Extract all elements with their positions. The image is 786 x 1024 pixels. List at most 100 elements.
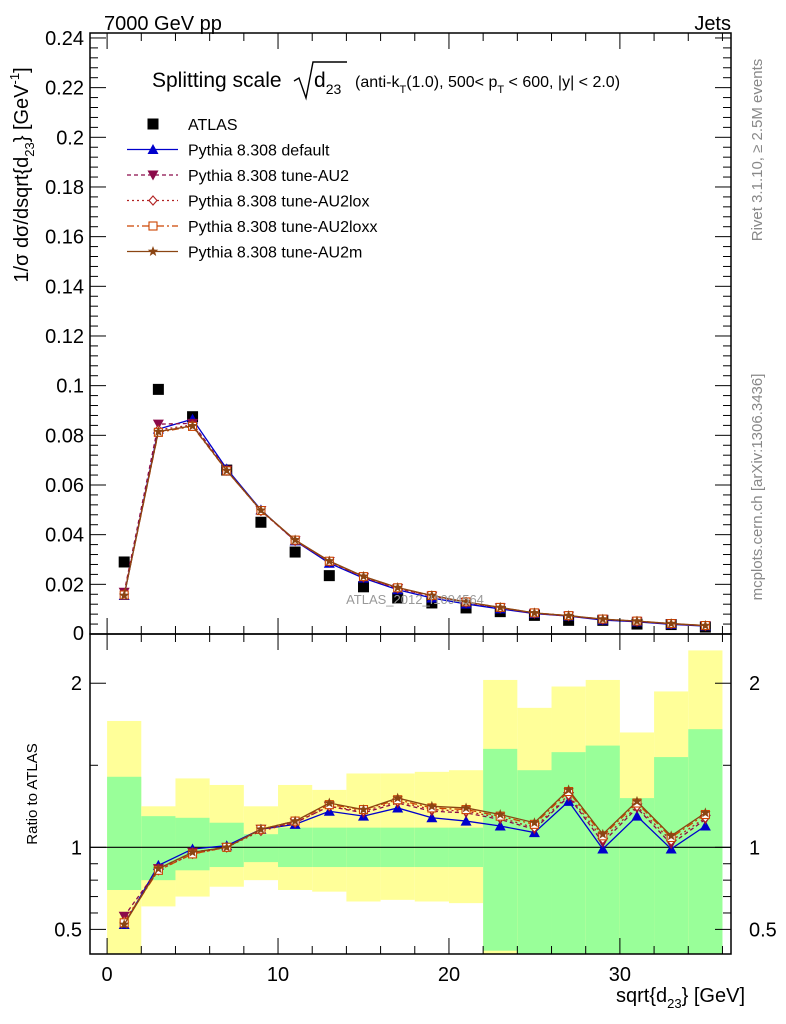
x-tick-label: 10	[267, 964, 289, 986]
legend-marker-default	[147, 144, 159, 154]
ratio-line-default	[123, 800, 706, 925]
ratio-point-AU2m	[700, 807, 711, 818]
ratio-point-AU2m	[597, 828, 609, 839]
x-tick-label: 0	[102, 964, 113, 986]
ratio-point-AU2m	[255, 823, 267, 834]
atlas-data-point	[392, 592, 404, 604]
analysis-watermark: ATLAS_2012_I1094564	[346, 592, 484, 607]
series-point-AU2m	[563, 610, 574, 621]
main-y-axis-label: 1/σ dσ/dsqrt{d23} [GeV-1]	[7, 67, 37, 282]
title-conditions: (anti-kT(1.0), 500< pT < 600, |y| < 2.0)	[355, 74, 620, 96]
ratio-point-default	[426, 812, 438, 823]
main-y-zero-label: 0	[73, 623, 84, 645]
ratio-point-AU2m	[358, 804, 369, 815]
legend-label-ATLAS: ATLAS	[188, 117, 238, 134]
ratio-y-tick-label: 0.5	[54, 919, 82, 941]
series-point-AU2m	[665, 618, 677, 629]
ratio-band-inner	[483, 748, 518, 951]
ratio-point-AU2m	[221, 841, 232, 852]
ratio-point-AU2m	[563, 784, 574, 795]
series-point-AU2m	[289, 534, 301, 545]
ratio-line-AU2lox	[123, 793, 706, 922]
legend-marker-ATLAS	[147, 118, 159, 130]
atlas-data-point	[323, 570, 335, 582]
mcplots-label: mcplots.cern.ch [arXiv:1306.3436]	[749, 374, 766, 601]
ratio-point-AU2m	[460, 802, 472, 813]
main-y-tick-label: 0.2	[56, 127, 84, 149]
ratio-point-AU2m	[289, 815, 301, 826]
ratio-line-AU2loxx	[123, 790, 706, 924]
ratio-line-AU2	[123, 795, 706, 917]
legend-label-AU2loxx: Pythia 8.308 tune-AU2loxx	[188, 219, 377, 236]
ratio-y-tick-label: 2	[71, 673, 82, 695]
ratio-point-AU2m	[631, 795, 643, 806]
series-point-AU2m	[426, 590, 438, 600]
ratio-point-AU2m	[153, 863, 164, 874]
legend-label-AU2m: Pythia 8.308 tune-AU2m	[188, 245, 362, 262]
series-point-AU2m	[358, 570, 369, 581]
series-point-AU2m	[700, 620, 711, 631]
series-point-AU2m	[255, 504, 267, 515]
ratio-y-tick-label-right: 1	[749, 837, 760, 859]
ratio-point-default	[597, 843, 609, 854]
ratio-point-AU2m	[426, 800, 438, 811]
series-point-AU2m	[153, 426, 164, 437]
rivet-version-label: Rivet 3.1.10, ≥ 2.5M events	[749, 59, 766, 242]
main-y-tick-label: 0.02	[45, 574, 84, 596]
main-y-tick-label: 0.16	[45, 227, 84, 249]
ratio-y-tick-label: 1	[71, 837, 82, 859]
ratio-band-inner	[243, 834, 279, 863]
main-y-tick-label: 0.22	[45, 78, 84, 100]
series-line-AU2m	[123, 425, 706, 627]
ratio-y-tick-label-right: 0.5	[749, 919, 777, 941]
ratio-point-AU2m	[324, 797, 335, 808]
axes-group: 0.02 0.04 0.06 0.08 0.1 0.12 0.14 0.16 0.18 0.2 0.…	[45, 28, 777, 986]
x-tick-label: 20	[438, 964, 460, 986]
ratio-band-inner	[107, 776, 142, 890]
legend-marker-AU2	[147, 170, 159, 181]
atlas-data-point	[289, 546, 301, 558]
ratio-point-default	[460, 815, 472, 826]
header-category-label: Jets	[694, 13, 731, 35]
ratio-y-tick-label-right: 2	[749, 673, 760, 695]
ratio-point-AU2m	[187, 846, 198, 857]
series-point-AU2m	[597, 613, 609, 624]
series-point-AU2m	[631, 615, 643, 626]
ratio-band-inner	[517, 770, 552, 954]
ratio-band-inner	[619, 798, 655, 954]
series-point-AU2m	[460, 596, 472, 607]
ratio-point-default	[494, 820, 506, 831]
x-axis-label: sqrt{d23} [GeV]	[616, 985, 745, 1011]
x-tick-label: 30	[609, 964, 631, 986]
ratio-point-AU2m	[495, 809, 506, 819]
series-point-AU2m	[118, 590, 130, 600]
ratio-series-group	[118, 784, 711, 929]
ratio-point-AU2m	[665, 830, 677, 841]
main-y-tick-label: 0.18	[45, 177, 84, 199]
ratio-point-default	[699, 820, 711, 831]
legend-marker-AU2loxx	[148, 221, 158, 231]
atlas-data-point	[118, 556, 130, 568]
ratio-point-AU2m	[392, 792, 403, 803]
ratio-band-area	[107, 650, 723, 954]
header-collision-label: 7000 GeV pp	[104, 13, 222, 35]
main-y-tick-label: 0.12	[45, 326, 84, 348]
ratio-y-axis-label: Ratio to ATLAS	[24, 743, 41, 844]
atlas-data-point	[152, 383, 164, 395]
main-y-tick-label: 0.1	[56, 376, 84, 398]
main-y-tick-label: 0.24	[45, 28, 84, 50]
ratio-band-inner	[688, 729, 723, 954]
title-main: Splitting scale	[152, 69, 282, 92]
ratio-band-inner	[654, 757, 689, 954]
legend-label-default: Pythia 8.308 default	[188, 143, 330, 160]
ratio-point-AU2m	[529, 817, 540, 828]
atlas-data-point	[255, 516, 267, 528]
series-line-default	[123, 418, 706, 627]
atlas-data-point	[357, 581, 369, 593]
legend-marker-AU2lox	[148, 195, 158, 206]
ratio-plot-frame	[89, 633, 732, 955]
ratio-line-AU2m	[123, 788, 706, 925]
title-sqrt-sign	[293, 61, 347, 101]
main-y-tick-label: 0.14	[45, 276, 84, 298]
